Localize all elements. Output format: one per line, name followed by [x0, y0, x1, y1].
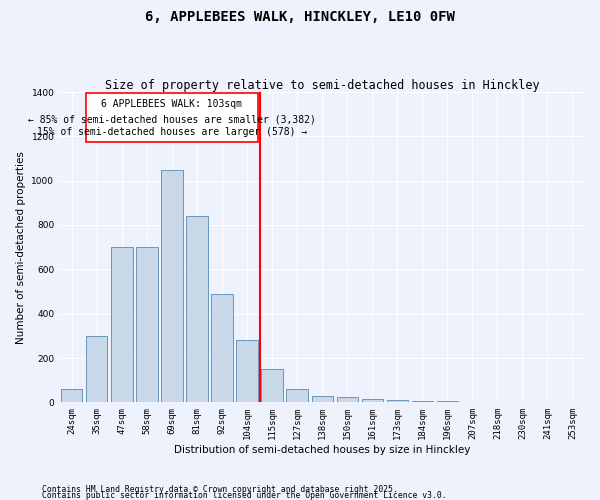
Text: 6, APPLEBEES WALK, HINCKLEY, LE10 0FW: 6, APPLEBEES WALK, HINCKLEY, LE10 0FW	[145, 10, 455, 24]
Bar	[136, 247, 158, 402]
Bar	[286, 389, 308, 402]
Bar	[362, 399, 383, 402]
Text: 15% of semi-detached houses are larger (578) →: 15% of semi-detached houses are larger (…	[37, 127, 307, 137]
Bar	[311, 396, 333, 402]
Bar	[61, 389, 82, 402]
Bar	[161, 170, 182, 402]
Bar	[337, 398, 358, 402]
Bar	[262, 369, 283, 402]
Bar	[187, 216, 208, 402]
Bar	[412, 400, 433, 402]
Text: Contains HM Land Registry data © Crown copyright and database right 2025.: Contains HM Land Registry data © Crown c…	[42, 484, 398, 494]
Text: ← 85% of semi-detached houses are smaller (3,382): ← 85% of semi-detached houses are smalle…	[28, 115, 316, 125]
Y-axis label: Number of semi-detached properties: Number of semi-detached properties	[16, 150, 26, 344]
Title: Size of property relative to semi-detached houses in Hinckley: Size of property relative to semi-detach…	[105, 79, 539, 92]
Bar	[86, 336, 107, 402]
Text: Contains public sector information licensed under the Open Government Licence v3: Contains public sector information licen…	[42, 490, 446, 500]
Bar	[211, 294, 233, 403]
FancyBboxPatch shape	[86, 93, 259, 142]
Bar	[236, 340, 257, 402]
X-axis label: Distribution of semi-detached houses by size in Hinckley: Distribution of semi-detached houses by …	[174, 445, 470, 455]
Text: 6 APPLEBEES WALK: 103sqm: 6 APPLEBEES WALK: 103sqm	[101, 99, 242, 109]
Bar	[437, 401, 458, 402]
Bar	[386, 400, 408, 402]
Bar	[111, 247, 133, 402]
